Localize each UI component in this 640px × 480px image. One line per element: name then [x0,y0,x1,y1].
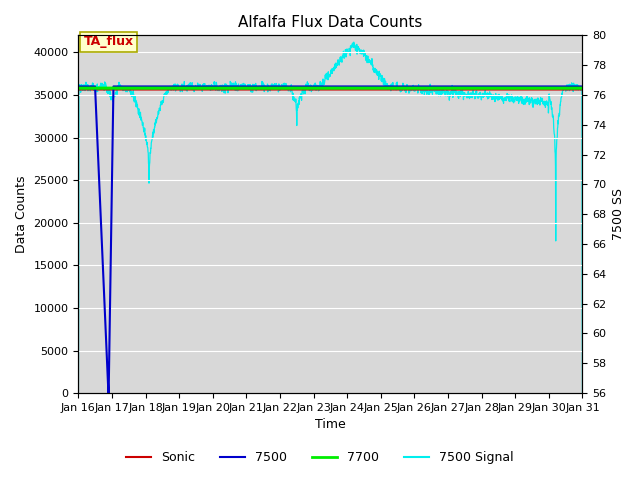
Legend: Sonic, 7500, 7700, 7500 Signal: Sonic, 7500, 7700, 7500 Signal [121,446,519,469]
Y-axis label: 7500 SS: 7500 SS [612,188,625,240]
Text: TA_flux: TA_flux [83,36,134,48]
X-axis label: Time: Time [315,419,346,432]
Title: Alfalfa Flux Data Counts: Alfalfa Flux Data Counts [238,15,422,30]
Y-axis label: Data Counts: Data Counts [15,176,28,253]
